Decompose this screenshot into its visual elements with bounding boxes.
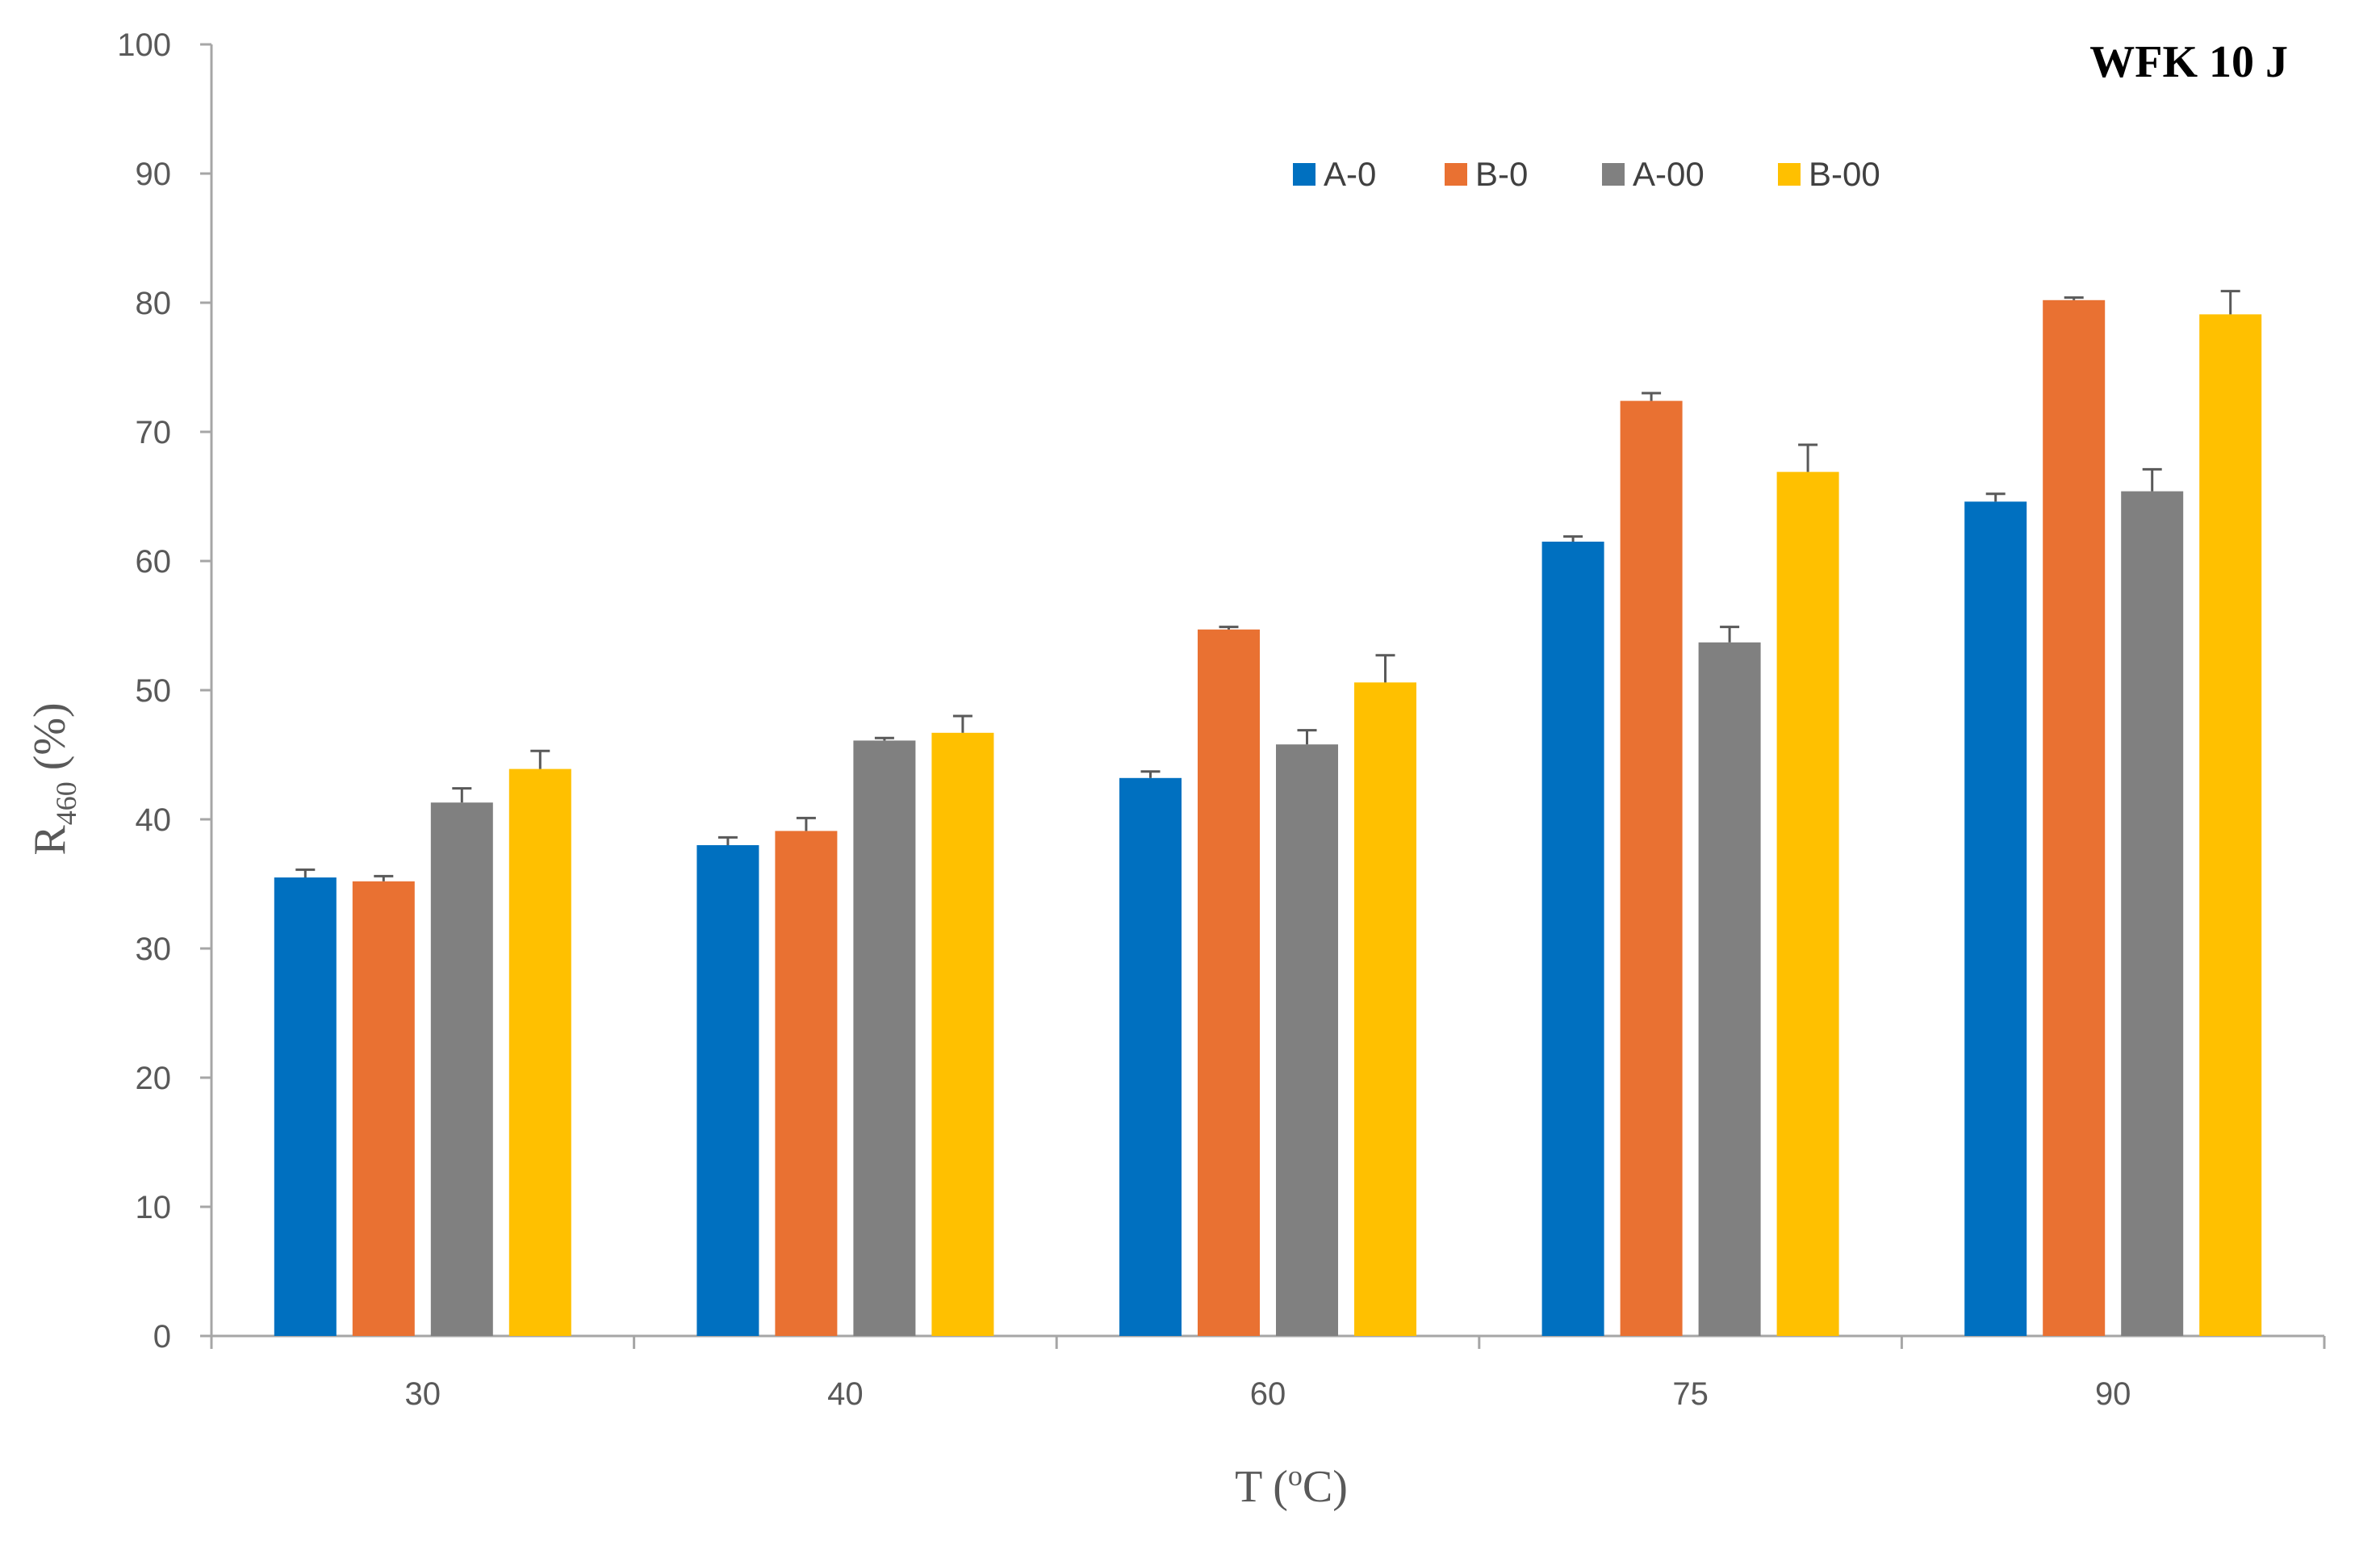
y-tick-label: 10 [136,1190,172,1225]
y-tick-label: 100 [117,27,171,63]
bar-B-0-30 [352,881,415,1336]
bar-B-0-75 [1620,400,1683,1337]
y-tick-label: 70 [136,415,172,450]
error-bars [295,290,2240,881]
bar-B-00-60 [1354,682,1416,1336]
bar-A-0-30 [274,877,337,1336]
y-tick-label: 50 [136,673,172,709]
bar-B-00-75 [1776,471,1839,1336]
bar-A-00-60 [1276,744,1338,1336]
bar-A-00-75 [1698,642,1761,1336]
y-tick-label: 0 [153,1319,171,1355]
legend-swatch-A-00 [1602,163,1625,186]
chart-title: WFK 10 J [2089,37,2288,87]
legend-label-A-00: A-00 [1633,155,1704,193]
legend-swatch-B-00 [1778,163,1801,186]
x-axis-title-main: T ( [1235,1462,1288,1512]
bar-A-0-75 [1541,542,1604,1336]
y-tick-label: 60 [136,544,172,580]
x-axis-title-unit: C) [1303,1462,1348,1512]
y-tick-label: 30 [136,932,172,967]
bar-A-0-40 [696,845,759,1336]
bar-A-0-90 [1964,501,2027,1336]
y-tick-label: 90 [136,157,172,192]
x-axis-title: T (oC) [1235,1459,1348,1512]
legend-label-B-0: B-0 [1475,155,1528,193]
bar-A-00-30 [430,802,493,1336]
bars [274,299,2262,1337]
legend-swatch-B-0 [1445,163,1467,186]
bar-B-0-60 [1198,629,1260,1336]
y-axis-title-main: R [25,825,75,856]
y-axis-title-sub: 460 [50,781,82,825]
y-tick-label: 20 [136,1061,172,1096]
y-tick-label: 80 [136,286,172,321]
bar-A-00-90 [2121,491,2184,1336]
x-tick-label: 30 [405,1376,441,1412]
x-tick-label: 60 [1250,1376,1286,1412]
legend-label-A-0: A-0 [1324,155,1376,193]
bar-B-0-90 [2043,299,2106,1336]
bar-B-00-30 [508,768,571,1336]
bar-B-0-40 [775,831,838,1336]
bar-A-0-60 [1119,777,1182,1336]
legend-swatch-A-0 [1293,163,1315,186]
bar-B-00-40 [931,732,994,1336]
bar-A-00-40 [853,740,916,1336]
x-tick-label: 90 [2095,1376,2131,1412]
x-axis-title-sup: o [1288,1459,1303,1492]
bar-B-00-90 [2199,314,2262,1336]
x-tick-label: 75 [1672,1376,1709,1412]
y-axis-title-unit: (%) [25,702,75,781]
y-axis-title: R460 (%) [25,702,82,855]
x-tick-label: 40 [827,1376,864,1412]
legend: A-0 B-0 A-00 B-00 [1293,155,1880,193]
legend-label-B-00: B-00 [1809,155,1880,193]
y-tick-label: 40 [136,802,172,838]
